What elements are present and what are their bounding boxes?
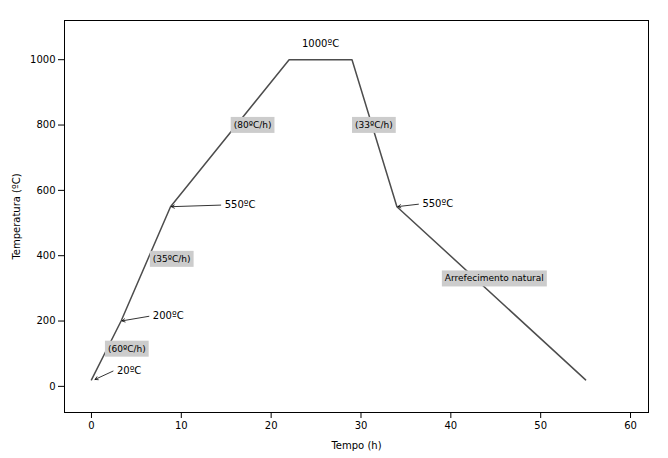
svg-text:60: 60 — [624, 420, 637, 431]
svg-text:20ºC: 20ºC — [117, 365, 141, 376]
svg-text:0: 0 — [49, 381, 55, 392]
svg-text:600: 600 — [36, 185, 55, 196]
svg-text:(35ºC/h): (35ºC/h) — [153, 254, 191, 264]
svg-text:200: 200 — [36, 315, 55, 326]
svg-text:Arrefecimento natural: Arrefecimento natural — [445, 273, 544, 283]
svg-text:(33ºC/h): (33ºC/h) — [355, 120, 393, 130]
svg-text:400: 400 — [36, 250, 55, 261]
svg-text:1000: 1000 — [30, 54, 55, 65]
svg-text:1000ºC: 1000ºC — [302, 38, 339, 49]
svg-text:550ºC: 550ºC — [225, 199, 256, 210]
svg-text:(60ºC/h): (60ºC/h) — [108, 344, 146, 354]
svg-text:550ºC: 550ºC — [422, 198, 453, 209]
svg-text:200ºC: 200ºC — [153, 310, 184, 321]
svg-text:Tempo (h): Tempo (h) — [330, 440, 381, 451]
svg-text:30: 30 — [355, 420, 368, 431]
svg-text:50: 50 — [534, 420, 547, 431]
svg-text:20: 20 — [265, 420, 278, 431]
svg-text:0: 0 — [88, 420, 94, 431]
svg-text:800: 800 — [36, 119, 55, 130]
svg-text:Temperatura (ºC): Temperatura (ºC) — [11, 173, 22, 260]
svg-text:40: 40 — [444, 420, 457, 431]
svg-text:(80ºC/h): (80ºC/h) — [234, 120, 272, 130]
svg-text:10: 10 — [175, 420, 188, 431]
